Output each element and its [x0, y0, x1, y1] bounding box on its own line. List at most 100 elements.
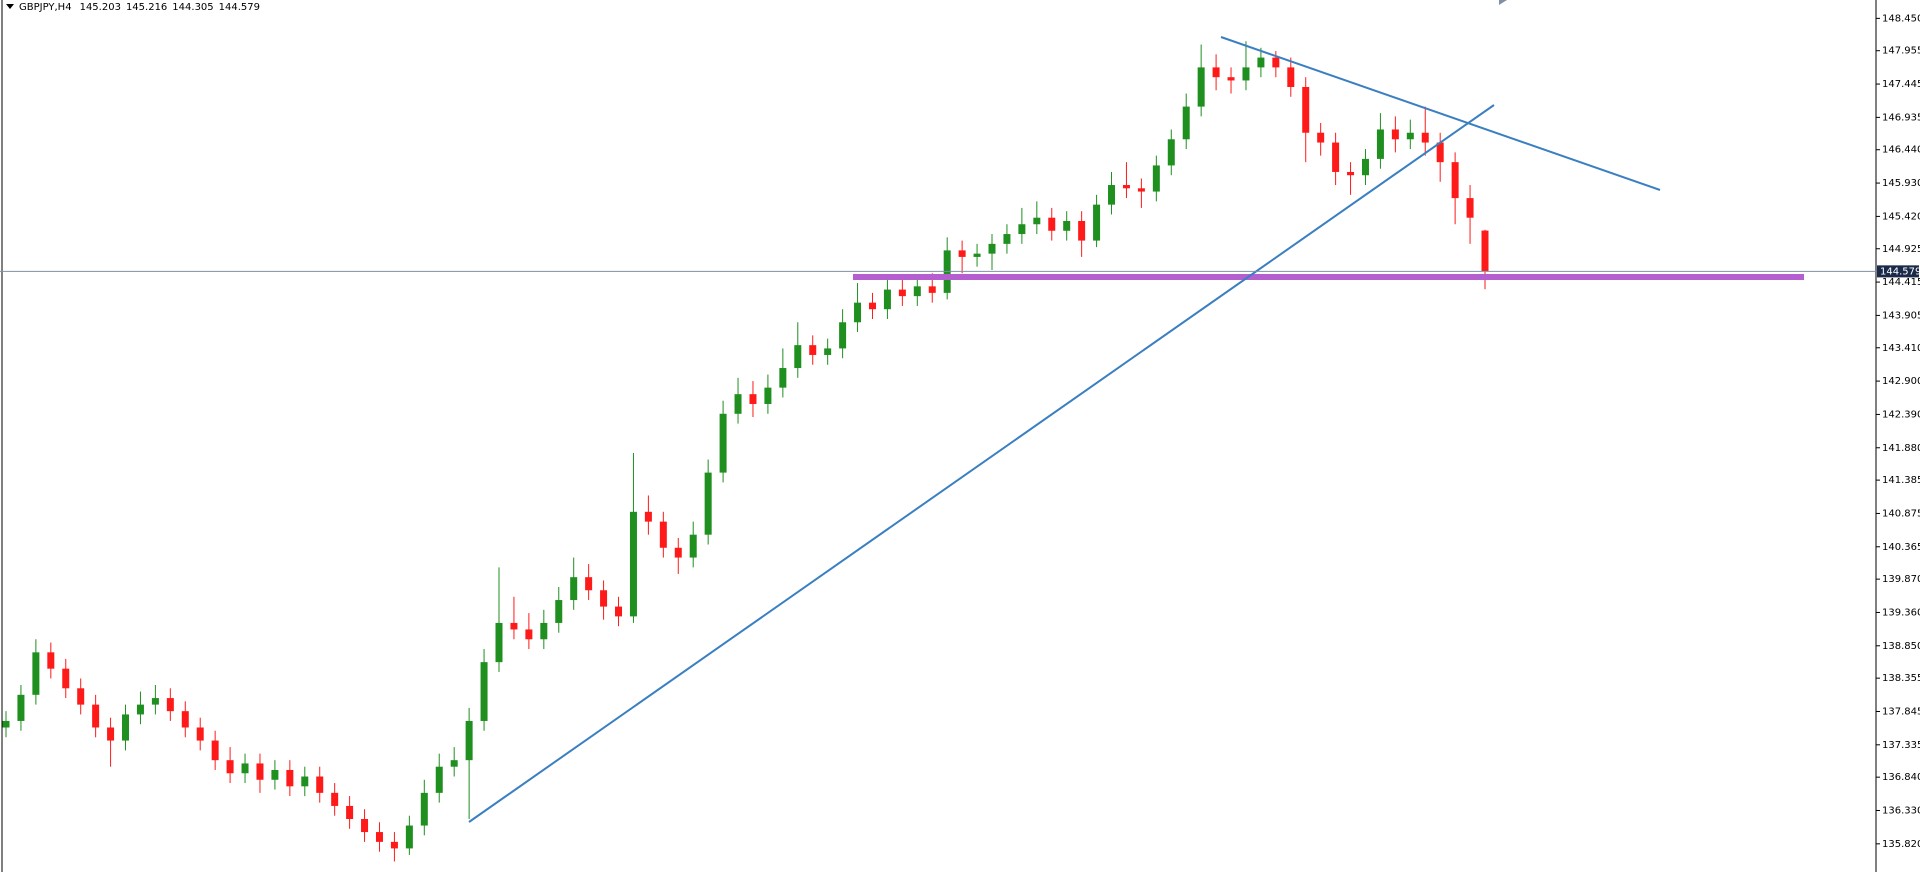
y-tick-label: 135.820 [1882, 839, 1920, 850]
header-low: 144.305 [172, 2, 213, 13]
candle-body [107, 727, 115, 741]
symbol-label: GBPJPY,H4 [19, 2, 72, 13]
y-tick-label: 140.875 [1882, 508, 1920, 519]
candles [2, 41, 1489, 862]
candle-body [1212, 67, 1220, 78]
candle-body [1152, 165, 1160, 192]
y-tick-label: 147.445 [1882, 79, 1920, 90]
candle-body [988, 243, 996, 254]
candle-body [854, 302, 862, 323]
y-tick-label: 148.450 [1882, 13, 1920, 24]
candle-body [1302, 86, 1310, 133]
y-tick-label: 137.845 [1882, 706, 1920, 717]
candle-body [883, 289, 891, 310]
y-tick-label: 142.900 [1882, 376, 1920, 387]
candle-body [1242, 67, 1250, 81]
candle-body [196, 727, 204, 741]
candle-body [629, 511, 637, 617]
y-tick-label: 140.365 [1882, 542, 1920, 553]
candle-body [1033, 217, 1041, 225]
y-tick-label: 141.880 [1882, 443, 1920, 454]
candle-body [495, 622, 503, 663]
candle-body [181, 711, 189, 728]
candle-body [62, 668, 70, 689]
candle-body [405, 825, 413, 849]
y-tick-label: 146.935 [1882, 112, 1920, 123]
candle-body [361, 818, 369, 833]
candle-body [465, 720, 473, 761]
candle-body [898, 289, 906, 297]
candle-body [1093, 204, 1101, 241]
candle-body [1182, 106, 1190, 140]
candle-body [525, 629, 533, 640]
candle-body [600, 590, 608, 607]
candle-body [570, 577, 578, 601]
rising-trendline [468, 104, 1495, 823]
candle-body [226, 760, 234, 774]
candle-body [1108, 185, 1116, 205]
candle-body [1167, 139, 1175, 166]
y-tick-label: 145.420 [1882, 211, 1920, 222]
candle-body [674, 547, 682, 558]
candle-body [331, 792, 339, 806]
y-tick-label: 136.330 [1882, 805, 1920, 816]
y-tick-label: 137.335 [1882, 740, 1920, 751]
candle-body [241, 763, 249, 774]
candle-body [1361, 158, 1369, 176]
candle-body [1376, 129, 1384, 159]
candle-body [92, 704, 100, 728]
candle-body [615, 606, 623, 617]
candle-body [1466, 198, 1474, 218]
candle-body [824, 348, 832, 355]
y-tick-label: 145.930 [1882, 178, 1920, 189]
y-tick-label: 139.870 [1882, 574, 1920, 585]
candle-body [256, 763, 264, 780]
candle-body [1122, 185, 1130, 189]
marker-icon [1499, 0, 1507, 5]
candle-body [390, 841, 398, 849]
candle-body [1197, 67, 1205, 107]
candle-body [375, 832, 383, 842]
candle-body [1406, 132, 1414, 140]
candle-body [1078, 220, 1086, 241]
candle-body [122, 714, 130, 741]
candle-body [749, 394, 757, 404]
candle-body [1332, 142, 1340, 172]
y-tick-label: 138.355 [1882, 673, 1920, 684]
candle-body [1137, 188, 1145, 192]
candle-body [1421, 132, 1429, 143]
falling-trendline [1220, 36, 1661, 191]
candle-body [1063, 220, 1071, 231]
candle-body [286, 769, 294, 787]
candle-body [734, 394, 742, 414]
candle-body [77, 688, 85, 705]
chart-menu-icon [6, 4, 14, 9]
candle-body [973, 253, 981, 257]
y-tick-label: 136.840 [1882, 772, 1920, 783]
candle-body [644, 511, 652, 522]
candle-body [585, 577, 593, 591]
candle-body [2, 720, 10, 728]
candle-body [435, 766, 443, 793]
candle-body [704, 472, 712, 535]
candle-body [1317, 132, 1325, 143]
candle-body [1048, 217, 1056, 231]
candle-body [17, 694, 25, 721]
candle-body [689, 534, 697, 558]
y-tick-label: 143.410 [1882, 343, 1920, 354]
candle-body [1227, 77, 1235, 81]
candle-body [166, 698, 174, 712]
candle-body [540, 622, 548, 640]
y-tick-label: 142.390 [1882, 409, 1920, 420]
candle-body [346, 805, 354, 819]
y-tick-label: 138.850 [1882, 641, 1920, 652]
candle-body [151, 698, 159, 705]
candle-body [868, 302, 876, 310]
candle-body [1451, 162, 1459, 199]
candle-body [839, 322, 847, 349]
candle-body [480, 662, 488, 721]
y-tick-label: 144.925 [1882, 244, 1920, 255]
y-tick-label: 147.955 [1882, 46, 1920, 57]
candle-body [913, 286, 921, 297]
